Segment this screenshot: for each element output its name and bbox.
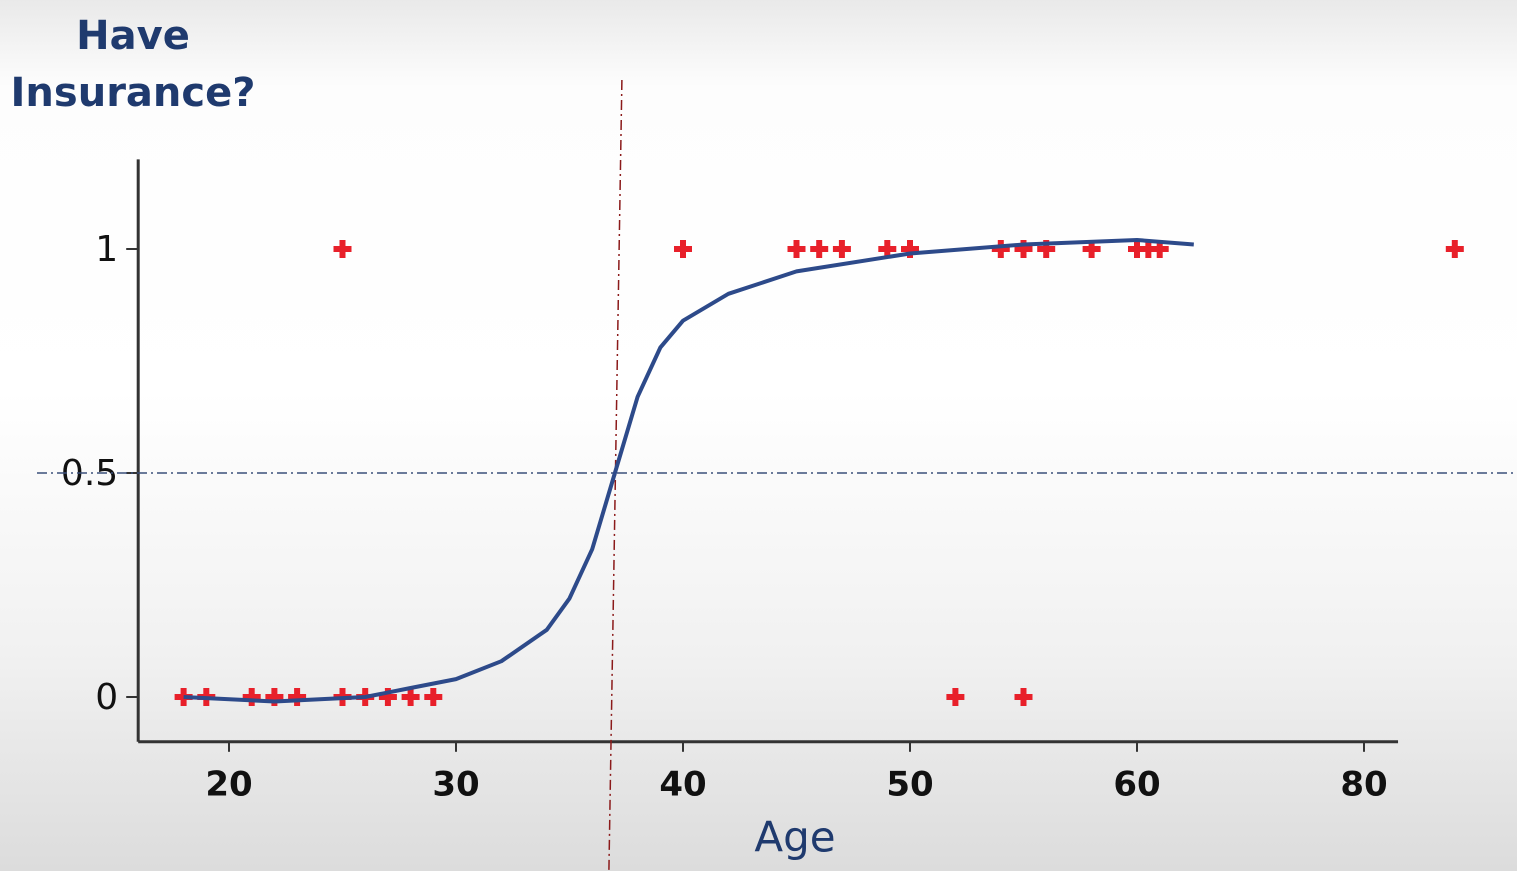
- y-tick-label: 0.5: [61, 453, 118, 494]
- x-tick-label: 50: [886, 764, 933, 804]
- y-tick-label: 0: [95, 677, 118, 718]
- x-tick-label: 20: [205, 764, 252, 804]
- data-point: [288, 688, 307, 706]
- data-point: [946, 688, 965, 706]
- data-point: [242, 688, 261, 706]
- data-point: [878, 240, 897, 258]
- y-tick-label: 1: [95, 229, 118, 270]
- x-tick-label: 30: [432, 764, 479, 804]
- data-point: [674, 240, 692, 258]
- data-point: [333, 240, 352, 258]
- data-point: [424, 688, 443, 706]
- data-point: [1014, 688, 1033, 706]
- data-point: [991, 240, 1010, 258]
- curve: [183, 238, 1194, 704]
- x-tick-label: 80: [1340, 764, 1387, 804]
- x-tick-label: 40: [659, 764, 706, 804]
- x-tick-label: 60: [1113, 764, 1160, 804]
- data-point: [401, 688, 420, 706]
- data-point: [832, 240, 851, 258]
- data-point: [787, 240, 806, 258]
- y-axis-title: Have Insurance?: [10, 13, 256, 116]
- data-point: [810, 240, 829, 258]
- x-axis-title: Age: [754, 813, 835, 862]
- data-point: [1445, 240, 1464, 258]
